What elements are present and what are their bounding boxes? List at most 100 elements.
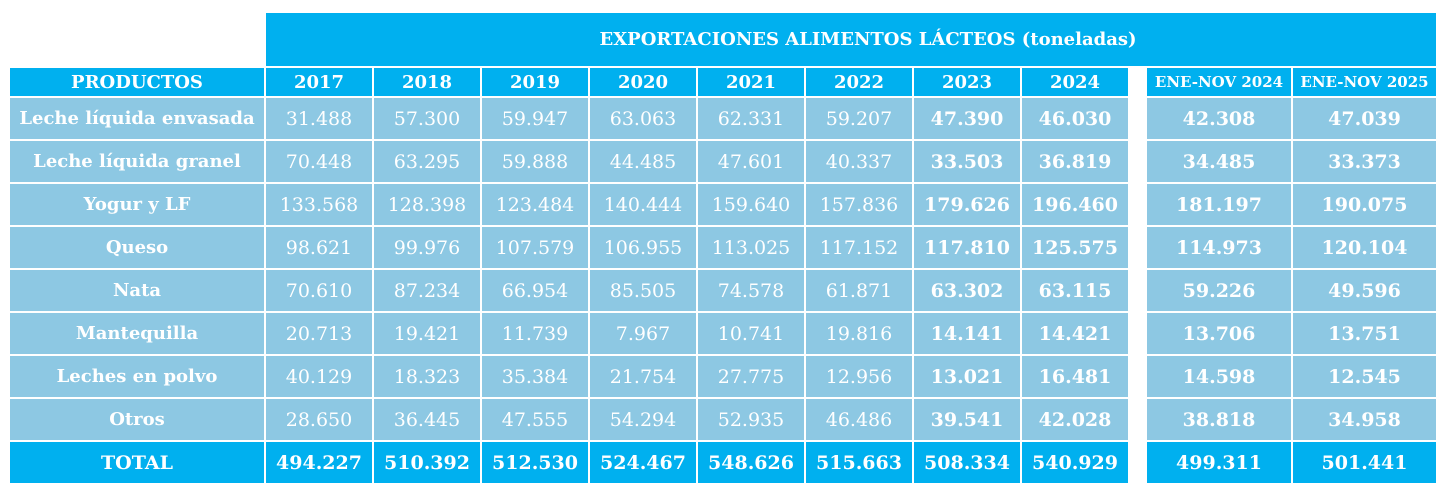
table-cell: 42.308 (1147, 98, 1291, 139)
table-cell: 52.935 (698, 399, 804, 440)
table-cell: 181.197 (1147, 184, 1291, 225)
table-cell: 63.295 (374, 141, 480, 182)
column-header: 2023 (914, 68, 1020, 96)
table-cell: 20.713 (266, 313, 372, 354)
table-cell: 36.445 (374, 399, 480, 440)
total-cell: 548.626 (698, 442, 804, 483)
column-header: 2022 (806, 68, 912, 96)
table-cell: 106.955 (590, 227, 696, 268)
table-cell: 10.741 (698, 313, 804, 354)
total-label: TOTAL (10, 442, 264, 483)
table-cell: 133.568 (266, 184, 372, 225)
table-cell: 70.448 (266, 141, 372, 182)
table-title: EXPORTACIONES ALIMENTOS LÁCTEOS (tonelad… (266, 13, 1436, 66)
row-label: Otros (10, 399, 264, 440)
column-header: ENE-NOV 2025 (1293, 68, 1436, 96)
table-cell: 14.598 (1147, 356, 1291, 397)
table-cell: 128.398 (374, 184, 480, 225)
table-cell: 54.294 (590, 399, 696, 440)
table-cell: 59.888 (482, 141, 588, 182)
table-cell: 63.302 (914, 270, 1020, 311)
table-cell: 7.967 (590, 313, 696, 354)
table-cell: 13.751 (1293, 313, 1436, 354)
table-cell: 34.485 (1147, 141, 1291, 182)
total-cell: 501.441 (1293, 442, 1436, 483)
table-cell: 85.505 (590, 270, 696, 311)
table-cell: 47.039 (1293, 98, 1436, 139)
table-cell: 140.444 (590, 184, 696, 225)
table-cell: 21.754 (590, 356, 696, 397)
table-cell: 87.234 (374, 270, 480, 311)
column-header: ENE-NOV 2024 (1147, 68, 1291, 96)
table-cell: 44.485 (590, 141, 696, 182)
table-cell: 117.810 (914, 227, 1020, 268)
table-cell: 39.541 (914, 399, 1020, 440)
row-label: Leches en polvo (10, 356, 264, 397)
table-cell: 98.621 (266, 227, 372, 268)
table-cell: 190.075 (1293, 184, 1436, 225)
total-cell: 515.663 (806, 442, 912, 483)
table-cell: 157.836 (806, 184, 912, 225)
table-cell: 19.421 (374, 313, 480, 354)
table-cell: 99.976 (374, 227, 480, 268)
column-header: 2020 (590, 68, 696, 96)
table-cell: 107.579 (482, 227, 588, 268)
row-label: Leche líquida granel (10, 141, 264, 182)
table-cell: 35.384 (482, 356, 588, 397)
table-cell: 62.331 (698, 98, 804, 139)
total-cell: 512.530 (482, 442, 588, 483)
table-cell: 46.030 (1022, 98, 1128, 139)
table-cell: 47.390 (914, 98, 1020, 139)
total-cell: 540.929 (1022, 442, 1128, 483)
table-cell: 47.601 (698, 141, 804, 182)
table-cell: 123.484 (482, 184, 588, 225)
table-cell: 14.141 (914, 313, 1020, 354)
table-cell: 11.739 (482, 313, 588, 354)
total-cell: 494.227 (266, 442, 372, 483)
table-cell: 120.104 (1293, 227, 1436, 268)
total-cell: 508.334 (914, 442, 1020, 483)
table-cell: 66.954 (482, 270, 588, 311)
table-cell: 59.207 (806, 98, 912, 139)
table-title-text: EXPORTACIONES ALIMENTOS LÁCTEOS (tonelad… (599, 29, 1137, 50)
table-cell: 31.488 (266, 98, 372, 139)
table-cell: 34.958 (1293, 399, 1436, 440)
table-cell: 16.481 (1022, 356, 1128, 397)
table-cell: 46.486 (806, 399, 912, 440)
table-cell: 57.300 (374, 98, 480, 139)
column-header: 2021 (698, 68, 804, 96)
table-cell: 13.706 (1147, 313, 1291, 354)
table-cell: 113.025 (698, 227, 804, 268)
column-header: 2019 (482, 68, 588, 96)
table-cell: 59.947 (482, 98, 588, 139)
table-cell: 117.152 (806, 227, 912, 268)
table-cell: 18.323 (374, 356, 480, 397)
table-cell: 42.028 (1022, 399, 1128, 440)
table-cell: 70.610 (266, 270, 372, 311)
table-cell: 196.460 (1022, 184, 1128, 225)
table-cell: 12.956 (806, 356, 912, 397)
table-cell: 33.373 (1293, 141, 1436, 182)
table-cell: 33.503 (914, 141, 1020, 182)
table-cell: 40.129 (266, 356, 372, 397)
table-cell: 63.063 (590, 98, 696, 139)
row-label: Mantequilla (10, 313, 264, 354)
table-cell: 59.226 (1147, 270, 1291, 311)
table-cell: 19.816 (806, 313, 912, 354)
column-header: 2017 (266, 68, 372, 96)
row-label: Nata (10, 270, 264, 311)
column-header: 2018 (374, 68, 480, 96)
total-cell: 499.311 (1147, 442, 1291, 483)
table-cell: 125.575 (1022, 227, 1128, 268)
table-cell: 36.819 (1022, 141, 1128, 182)
table-cell: 38.818 (1147, 399, 1291, 440)
total-cell: 510.392 (374, 442, 480, 483)
table-cell: 114.973 (1147, 227, 1291, 268)
table-cell: 40.337 (806, 141, 912, 182)
table-cell: 74.578 (698, 270, 804, 311)
table-cell: 159.640 (698, 184, 804, 225)
table-cell: 61.871 (806, 270, 912, 311)
table-cell: 13.021 (914, 356, 1020, 397)
table-cell: 14.421 (1022, 313, 1128, 354)
table-cell: 47.555 (482, 399, 588, 440)
